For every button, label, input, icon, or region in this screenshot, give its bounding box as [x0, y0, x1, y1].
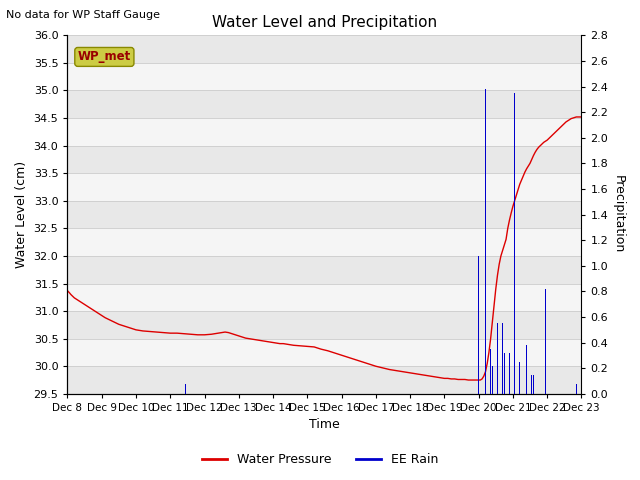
Y-axis label: Precipitation: Precipitation	[612, 176, 625, 254]
Bar	[67, 173, 581, 201]
Bar	[67, 311, 581, 339]
Title: Water Level and Precipitation: Water Level and Precipitation	[212, 15, 437, 30]
Bar	[67, 366, 581, 394]
Text: No data for WP Staff Gauge: No data for WP Staff Gauge	[6, 10, 161, 20]
Bar	[67, 91, 581, 118]
Bar	[67, 339, 581, 366]
Bar	[67, 284, 581, 311]
X-axis label: Time: Time	[309, 419, 340, 432]
Bar	[67, 201, 581, 228]
Bar	[67, 228, 581, 256]
Bar	[67, 118, 581, 145]
Bar	[67, 36, 581, 63]
Bar	[67, 145, 581, 173]
Y-axis label: Water Level (cm): Water Level (cm)	[15, 161, 28, 268]
Bar	[67, 63, 581, 91]
Legend: Water Pressure, EE Rain: Water Pressure, EE Rain	[196, 448, 444, 471]
Bar	[67, 256, 581, 284]
Text: WP_met: WP_met	[77, 50, 131, 63]
